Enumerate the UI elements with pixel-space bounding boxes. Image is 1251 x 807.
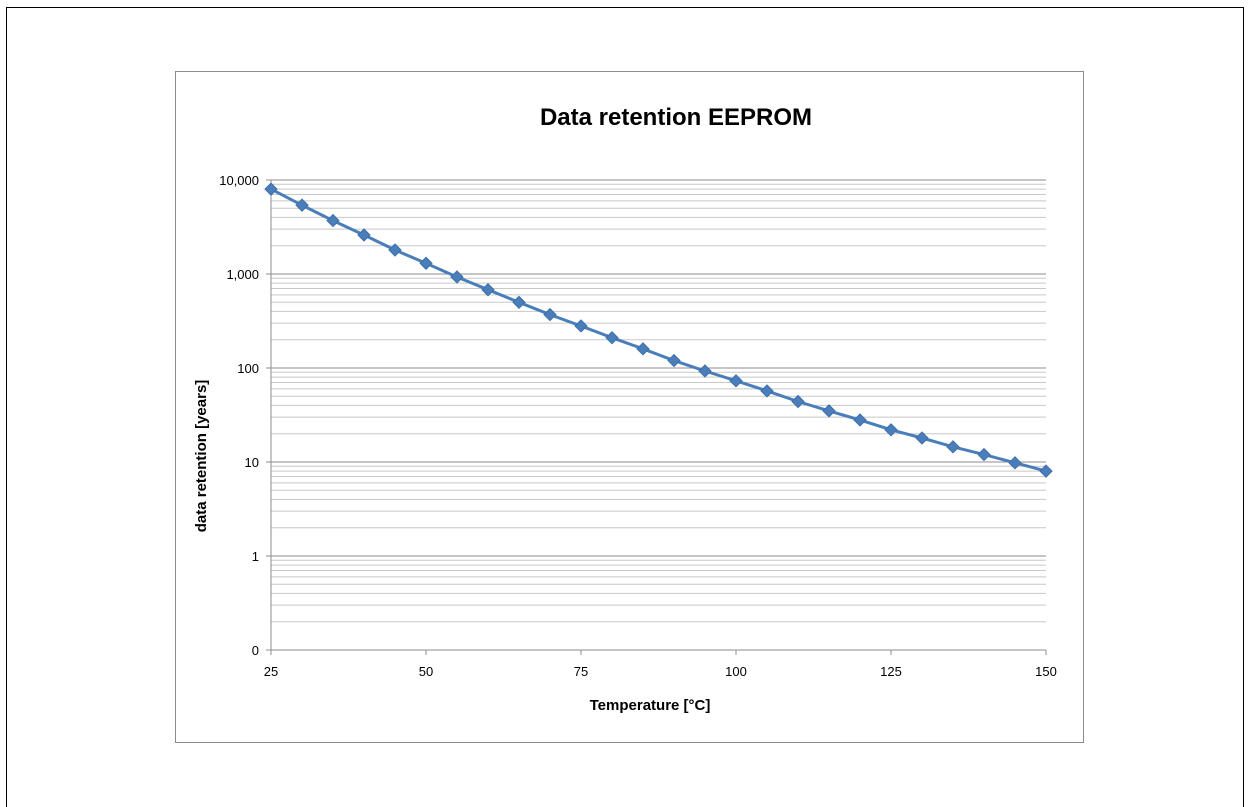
y-tick-label: 100 <box>237 361 259 376</box>
y-axis-title: data retention [years] <box>193 380 210 533</box>
x-tick-label: 125 <box>880 664 902 679</box>
x-tick-label: 75 <box>574 664 588 679</box>
data-point <box>667 353 681 368</box>
data-point <box>853 413 867 427</box>
page-frame <box>6 7 1244 807</box>
data-point <box>884 423 898 437</box>
x-tick-label: 25 <box>264 664 278 679</box>
data-point <box>481 283 495 297</box>
data-point <box>512 295 526 310</box>
y-tick-label: 1,000 <box>226 267 259 282</box>
axis-layer <box>270 180 1046 651</box>
data-point <box>357 228 371 242</box>
data-point <box>1039 464 1053 478</box>
chart-frame: Data retention EEPROM 0 1 10 100 1,000 10,000… <box>175 71 1084 743</box>
data-point <box>295 198 309 212</box>
data-point <box>326 213 340 228</box>
data-point <box>264 182 278 196</box>
x-tick-label: 50 <box>419 664 433 679</box>
chart-title: Data retention EEPROM <box>540 104 812 131</box>
y-tick-label: 1 <box>252 549 259 564</box>
data-point <box>822 404 836 418</box>
data-point <box>574 319 588 333</box>
x-axis-title: Temperature [°C] <box>590 697 711 714</box>
y-tick-label: 0 <box>252 643 259 658</box>
data-point <box>543 307 557 322</box>
series-layer <box>264 182 1053 478</box>
data-point <box>760 384 774 398</box>
data-point <box>605 331 619 345</box>
data-point <box>698 364 712 378</box>
data-point <box>791 394 805 409</box>
data-point <box>946 440 960 454</box>
data-point <box>450 270 464 284</box>
x-tick-label: 150 <box>1035 664 1057 679</box>
y-tick-label: 10,000 <box>219 173 259 188</box>
data-point <box>419 256 433 270</box>
grid-layer <box>271 179 1046 651</box>
x-tick-label: 100 <box>725 664 747 679</box>
series-line <box>270 187 1047 473</box>
tick-layer: 0 1 10 100 1,000 10,000 25 50 75 100 125 150 <box>219 173 1057 679</box>
data-point <box>977 447 991 462</box>
data-point <box>636 342 650 356</box>
y-tick-label: 10 <box>245 455 259 470</box>
data-point <box>915 431 929 445</box>
chart-svg: Data retention EEPROM 0 1 10 100 1,000 10,000… <box>193 104 1057 714</box>
data-point <box>1008 456 1022 470</box>
data-point <box>388 243 402 257</box>
data-point <box>729 374 743 388</box>
